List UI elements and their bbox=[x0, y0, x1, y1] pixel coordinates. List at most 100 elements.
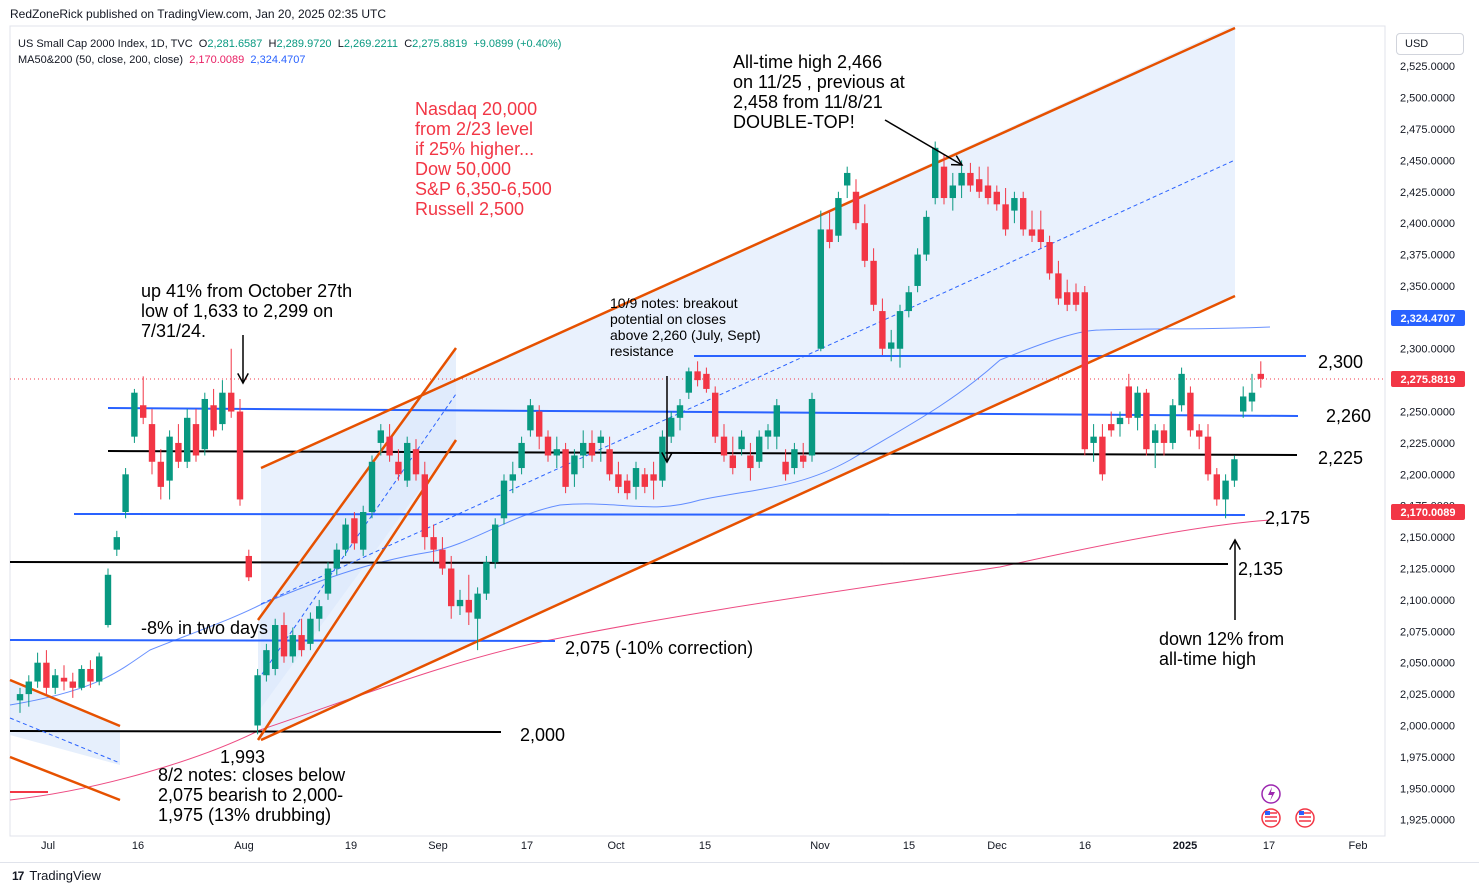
candle bbox=[1152, 424, 1159, 469]
date-tick-label: 17 bbox=[1263, 840, 1275, 852]
date-tick-label: Oct bbox=[607, 840, 624, 852]
candle-body bbox=[1002, 204, 1009, 230]
candle-body bbox=[1248, 392, 1256, 402]
down-12-percent-note-line: down 12% from bbox=[1159, 629, 1284, 649]
symbol-row[interactable]: US Small Cap 2000 Index, 1D, TVC O2,281.… bbox=[18, 36, 561, 52]
candle bbox=[483, 555, 490, 600]
candle bbox=[360, 505, 367, 556]
candle-body bbox=[1072, 292, 1080, 305]
breakout-note-line: potential on closes bbox=[610, 311, 726, 327]
candle-body bbox=[773, 405, 780, 437]
candle-body bbox=[324, 568, 332, 594]
candle bbox=[729, 436, 736, 475]
candle-body bbox=[940, 166, 948, 199]
all-time-high-note-line: DOUBLE-TOP! bbox=[733, 112, 855, 132]
price-tick-label: 2,425.0000 bbox=[1400, 187, 1455, 199]
candle-body bbox=[140, 405, 147, 418]
candle-body bbox=[1187, 392, 1194, 431]
august-2-note-line: 2,075 bearish to 2,000- bbox=[158, 785, 343, 805]
candle bbox=[976, 166, 983, 199]
breakout-note-line: 10/9 notes: breakout bbox=[610, 295, 738, 311]
candle-body bbox=[1046, 242, 1053, 274]
candle bbox=[1143, 388, 1150, 456]
candle-body bbox=[1204, 436, 1212, 475]
candle-body bbox=[1143, 392, 1150, 450]
candle bbox=[254, 668, 261, 735]
candle bbox=[439, 537, 446, 575]
level-2300-label: 2,300 bbox=[1318, 352, 1363, 372]
candle-body bbox=[967, 172, 974, 186]
candle-body bbox=[808, 398, 816, 456]
price-tick-label: 2,150.0000 bbox=[1400, 532, 1455, 544]
candle-body bbox=[782, 461, 789, 475]
candle bbox=[1116, 411, 1124, 437]
candle-body bbox=[518, 442, 525, 469]
candle-body bbox=[703, 373, 710, 389]
breakout-arrow-head bbox=[661, 451, 673, 464]
candle bbox=[544, 430, 552, 462]
candle-body bbox=[34, 662, 41, 682]
candle bbox=[351, 512, 358, 550]
price-badge-bg bbox=[1391, 503, 1465, 520]
candle-body bbox=[333, 549, 340, 569]
level-2225-label: 2,225 bbox=[1318, 448, 1363, 468]
nasdaq-dow-targets-note-line: Nasdaq 20,000 bbox=[415, 99, 537, 119]
price-tick-label: 1,925.0000 bbox=[1400, 815, 1455, 827]
candle bbox=[756, 430, 763, 469]
symbol-name: US Small Cap 2000 Index, 1D, TVC bbox=[18, 38, 193, 50]
level-2135-label: 2,135 bbox=[1238, 559, 1283, 579]
tradingview-logo[interactable]: 17 TradingView bbox=[12, 868, 101, 883]
date-tick-label: 15 bbox=[699, 840, 711, 852]
candle bbox=[1108, 411, 1115, 437]
candle bbox=[368, 455, 376, 519]
candle bbox=[1240, 386, 1247, 418]
candle bbox=[1187, 386, 1194, 437]
candle-body bbox=[272, 625, 279, 669]
publish-bar: RedZoneRick published on TradingView.com… bbox=[0, 0, 1479, 26]
date-tick-label: Aug bbox=[234, 840, 254, 852]
us-flag-icon-ring bbox=[1295, 808, 1315, 828]
currency-button[interactable]: USD bbox=[1396, 33, 1464, 55]
us-flag-icon-ring bbox=[1261, 808, 1281, 828]
candle-body bbox=[113, 537, 120, 550]
candle bbox=[96, 652, 103, 686]
candle-body bbox=[360, 512, 367, 550]
price-tick-label: 2,225.0000 bbox=[1400, 438, 1455, 450]
candle bbox=[1081, 285, 1088, 456]
candle-body bbox=[852, 191, 860, 224]
ma-row[interactable]: MA50&200 (50, close, 200, close) 2,170.0… bbox=[18, 52, 561, 68]
up-41-percent-note-line: low of 1,633 to 2,299 on bbox=[141, 301, 333, 321]
breakout-note-line: resistance bbox=[610, 343, 674, 359]
candle bbox=[835, 191, 842, 242]
candle bbox=[632, 461, 640, 500]
candle bbox=[993, 185, 1000, 211]
candle bbox=[1222, 474, 1229, 519]
candle-body bbox=[984, 185, 992, 199]
candle-body bbox=[60, 677, 68, 682]
candle bbox=[175, 424, 182, 469]
low-1993-label: 1,993 bbox=[220, 747, 265, 767]
candle bbox=[808, 392, 816, 462]
candle bbox=[720, 424, 728, 462]
price-tick-label: 2,250.0000 bbox=[1400, 407, 1455, 419]
candle-body bbox=[412, 449, 420, 475]
tradingview-brand: TradingView bbox=[29, 868, 101, 883]
candle bbox=[1248, 373, 1256, 412]
candle-body bbox=[861, 223, 868, 261]
candle bbox=[210, 388, 217, 437]
candle-body bbox=[377, 430, 384, 443]
candle-body bbox=[210, 405, 217, 431]
candle-body bbox=[439, 549, 446, 569]
candle-body bbox=[1196, 430, 1203, 437]
candle-body bbox=[87, 668, 94, 682]
candle bbox=[492, 518, 499, 569]
candle bbox=[333, 543, 340, 575]
level-line-2175 bbox=[73, 513, 1246, 516]
price-tick-label: 2,025.0000 bbox=[1400, 689, 1455, 701]
candle-body bbox=[650, 474, 657, 481]
price-tick-label: 2,450.0000 bbox=[1400, 155, 1455, 167]
candle bbox=[676, 398, 684, 431]
price-tick-label: 2,400.0000 bbox=[1400, 218, 1455, 230]
candle-body bbox=[192, 424, 200, 456]
